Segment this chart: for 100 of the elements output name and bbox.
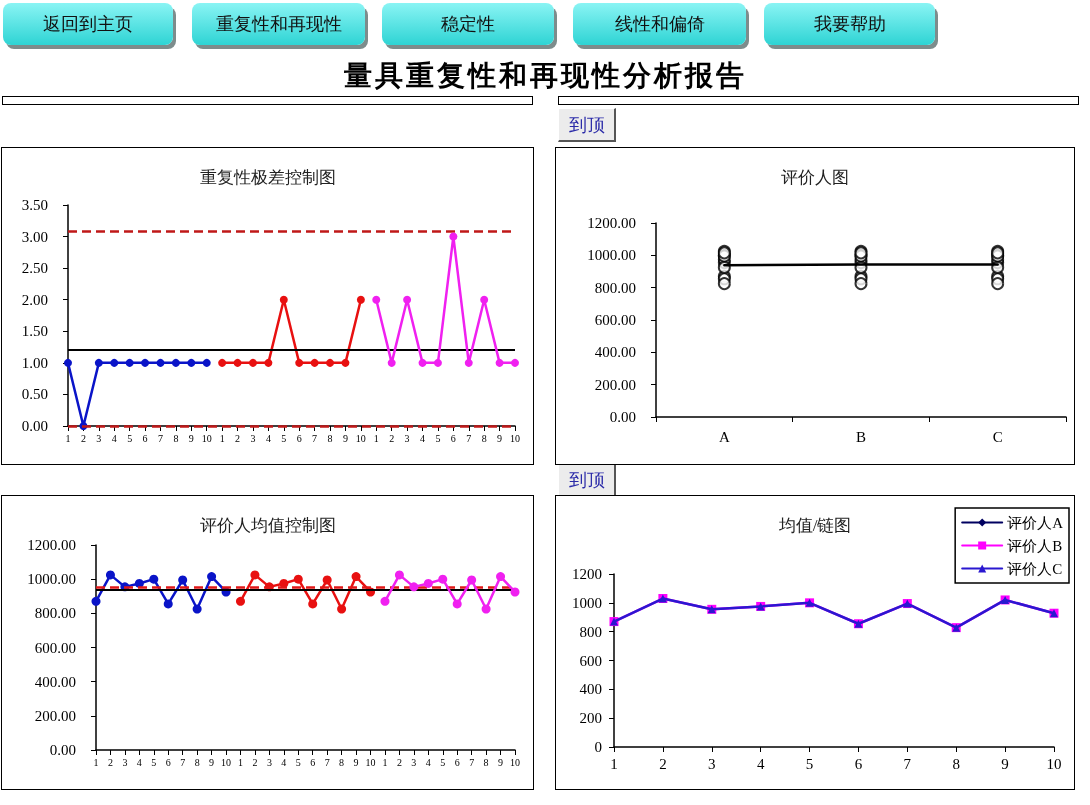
x-tick-label: 10 [510,756,520,768]
y-tick-label: 600 [579,652,602,669]
x-tick-label: 8 [327,432,333,444]
x-tick-label: 9 [353,756,359,768]
x-tick-label: 3 [708,755,716,772]
y-tick-label: 0 [594,739,602,755]
x-tick-label: 4 [756,755,765,772]
x-tick-label: 9 [209,756,215,768]
y-tick-label: 400.00 [34,673,76,690]
x-tick-label: 3 [404,432,410,444]
x-tick-label: 7 [466,432,472,444]
x-tick-label: 1 [65,432,71,444]
x-tick-label: 7 [324,756,330,768]
x-tick-label: C [992,428,1003,445]
x-tick-label: 6 [165,756,171,768]
chart-title: 均值/链图 [777,516,852,535]
x-tick-label: 10 [510,432,520,444]
x-tick-label: 2 [235,432,241,444]
x-tick-label: 2 [80,432,86,444]
x-tick-label: 7 [903,755,912,772]
y-tick-label: 1000.00 [27,571,76,588]
chart-title: 评价人图 [781,168,849,187]
x-tick-label: 3 [266,756,272,768]
x-tick-label: 9 [497,432,503,444]
y-tick-label: 800.00 [594,279,636,296]
text: 到顶 [558,463,616,497]
x-tick-label: 2 [389,432,395,444]
x-tick-label: 2 [252,756,258,768]
y-tick-label: 600.00 [594,312,636,328]
x-tick-label: 6 [296,432,302,444]
x-tick-label: 6 [310,756,316,768]
x-tick-label: 2 [659,755,667,772]
x-tick-label: 8 [194,756,200,768]
x-tick-label: 5 [127,432,133,444]
x-tick-label: 3 [96,432,102,444]
x-tick-label: 5 [435,432,441,444]
x-tick-label: 7 [312,432,318,444]
x-tick-label: 4 [111,432,117,444]
y-tick-label: 1000.00 [587,247,636,264]
y-tick-label: 2.50 [21,260,48,277]
x-tick-label: 7 [157,432,163,444]
x-tick-label: 7 [180,756,186,768]
x-tick-label: 4 [281,756,287,768]
x-tick-label: 6 [450,432,456,444]
x-tick-label: 9 [1001,755,1009,772]
y-tick-label: 800 [579,623,602,640]
x-tick-label: 8 [952,755,960,772]
x-tick-label: 9 [342,432,348,444]
y-tick-label: 1.50 [21,323,48,340]
y-tick-label: 1.00 [21,354,48,371]
text: 到顶 [558,108,616,142]
x-tick-label: 6 [142,432,148,444]
text: 重复性和再现性 [192,3,365,45]
x-tick-label: 10 [201,432,212,444]
x-tick-label: 4 [265,432,271,444]
y-tick-label: 1200.00 [587,215,636,231]
y-tick-label: 0.00 [609,409,636,425]
x-tick-label: 1 [373,432,379,444]
chart-title: 评价人均值控制图 [199,516,336,535]
y-tick-label: 0.00 [21,418,48,434]
text: 我要帮助 [764,3,935,45]
text: 返回到主页 [3,3,173,45]
text: 稳定性 [382,3,554,45]
x-tick-label: 8 [173,432,179,444]
x-tick-label: 8 [483,756,489,768]
x-tick-label: B [855,428,867,445]
y-tick-label: 1200 [572,566,602,582]
x-tick-label: 5 [805,755,814,772]
y-tick-label: 200.00 [594,376,636,393]
x-tick-label: 5 [295,756,301,768]
x-tick-label: 10 [365,756,376,768]
x-tick-label: 9 [188,432,194,444]
x-tick-label: 1 [219,432,225,444]
y-tick-label: 200.00 [34,707,76,724]
y-tick-label: 0.50 [21,386,48,403]
y-tick-label: 3.00 [21,228,48,245]
x-tick-label: 1 [610,755,618,772]
chart-title: 重复性极差控制图 [199,168,336,187]
text: 线性和偏倚 [573,3,746,45]
x-tick-label: 7 [469,756,475,768]
y-tick-label: 1200.00 [27,537,76,553]
y-tick-label: 3.50 [21,197,48,213]
x-tick-label: 8 [481,432,487,444]
x-tick-label: 1 [382,756,388,768]
x-tick-label: 4 [425,756,431,768]
y-tick-label: 400 [579,681,602,698]
legend-label: 评价人B [1007,537,1063,554]
y-tick-label: 1000 [572,594,602,611]
x-tick-label: 3 [122,756,128,768]
x-tick-label: 4 [136,756,142,768]
x-tick-label: 5 [151,756,157,768]
x-tick-label: 10 [355,432,366,444]
x-tick-label: 6 [854,755,863,772]
x-tick-label: 2 [396,756,402,768]
y-tick-label: 0.00 [49,742,76,758]
y-tick-label: 800.00 [34,605,76,622]
y-tick-label: 2.00 [21,291,48,308]
y-tick-label: 200 [579,710,602,727]
x-tick-label: 8 [339,756,345,768]
x-tick-label: 10 [221,756,232,768]
